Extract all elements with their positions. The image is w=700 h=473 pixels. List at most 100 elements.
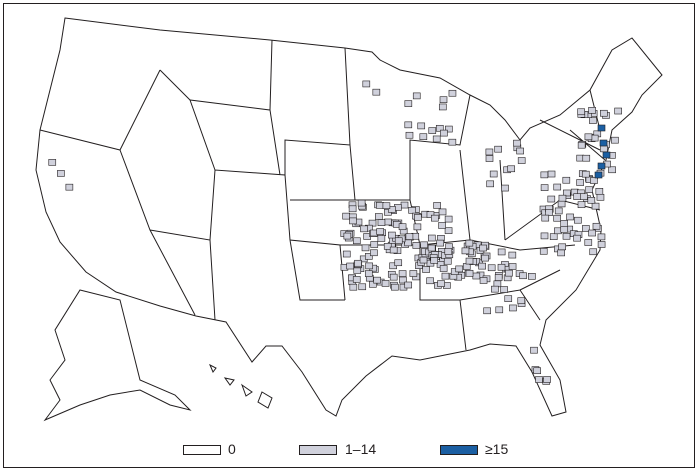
county-low <box>547 195 556 203</box>
county-low <box>596 193 605 201</box>
county-low <box>591 202 600 210</box>
county-low <box>614 107 622 115</box>
county-low <box>517 157 526 164</box>
legend-label-zero: 0 <box>228 441 236 457</box>
county-low <box>540 232 549 240</box>
county-low <box>426 277 434 285</box>
county-low <box>382 202 391 210</box>
county-low <box>553 214 561 222</box>
county-low <box>419 256 428 264</box>
county-low <box>388 231 396 239</box>
county-low <box>426 211 435 218</box>
county-low <box>494 145 502 153</box>
county-low <box>597 241 606 248</box>
county-low <box>483 307 491 315</box>
county-low <box>48 159 57 166</box>
county-low <box>557 200 566 208</box>
county-low <box>435 124 444 132</box>
county-low <box>412 242 421 249</box>
map-frame <box>3 3 695 468</box>
county-low <box>414 214 422 221</box>
county-low <box>549 233 558 240</box>
county-low <box>409 270 418 277</box>
county-low <box>461 247 470 255</box>
county-low <box>543 376 551 383</box>
county-low <box>535 376 543 383</box>
county-low <box>448 138 457 146</box>
county-high <box>602 151 611 159</box>
county-low <box>597 233 606 241</box>
county-low <box>383 243 392 250</box>
county-low <box>405 131 414 139</box>
county-low <box>554 207 563 215</box>
county-low <box>370 249 378 257</box>
county-low <box>412 92 421 100</box>
legend-label-low: 1–14 <box>345 441 377 457</box>
county-low <box>573 193 581 200</box>
county-low <box>432 135 441 143</box>
county-low <box>472 272 481 280</box>
county-low <box>346 262 354 270</box>
county-low <box>533 367 541 375</box>
county-low <box>486 180 494 188</box>
county-low <box>494 274 503 281</box>
county-low <box>582 154 591 162</box>
county-low <box>497 248 506 256</box>
county-low <box>448 89 457 97</box>
county-low <box>445 125 453 133</box>
county-low <box>57 170 65 177</box>
county-low <box>422 266 430 273</box>
county-low <box>417 122 426 130</box>
county-low <box>562 232 571 240</box>
county-low <box>491 285 499 293</box>
county-low <box>352 276 361 283</box>
county-low <box>553 183 562 191</box>
county-low <box>373 276 381 284</box>
county-low <box>479 244 487 252</box>
legend-swatch-high <box>440 445 478 455</box>
legend-swatch-zero <box>183 445 221 455</box>
county-low <box>399 276 407 284</box>
county-low <box>354 259 362 267</box>
county-low <box>574 216 582 224</box>
county-low <box>595 188 604 195</box>
county-low <box>376 202 384 209</box>
county-low <box>398 270 407 277</box>
county-low <box>377 219 386 226</box>
county-low <box>349 217 357 225</box>
county-low <box>440 129 448 137</box>
county-low <box>495 306 504 314</box>
county-low <box>342 212 350 220</box>
county-low <box>560 225 569 233</box>
county-low <box>388 206 396 213</box>
legend-label-high: ≥15 <box>485 441 509 457</box>
county-low <box>405 233 414 240</box>
county-low <box>554 227 562 235</box>
county-low <box>394 237 403 245</box>
county-low <box>427 234 436 242</box>
county-low <box>357 199 366 207</box>
county-low <box>394 259 403 267</box>
county-low <box>588 107 596 114</box>
county-low <box>362 80 371 88</box>
county-low <box>419 133 428 141</box>
county-low <box>590 177 598 184</box>
county-low <box>465 257 474 265</box>
county-low <box>361 244 370 252</box>
county-low <box>465 239 474 247</box>
county-low <box>589 117 597 124</box>
county-low <box>372 88 381 96</box>
county-low <box>381 280 390 287</box>
county-low <box>360 225 368 233</box>
county-low <box>516 147 524 155</box>
county-low <box>408 207 416 214</box>
county-low <box>485 155 494 162</box>
county-low <box>504 295 513 302</box>
county-low <box>584 239 593 246</box>
county-low <box>500 286 508 293</box>
county-low <box>507 165 516 173</box>
county-low <box>540 171 549 179</box>
county-low <box>501 184 509 192</box>
county-low <box>513 139 521 147</box>
state-borders <box>39 39 606 351</box>
